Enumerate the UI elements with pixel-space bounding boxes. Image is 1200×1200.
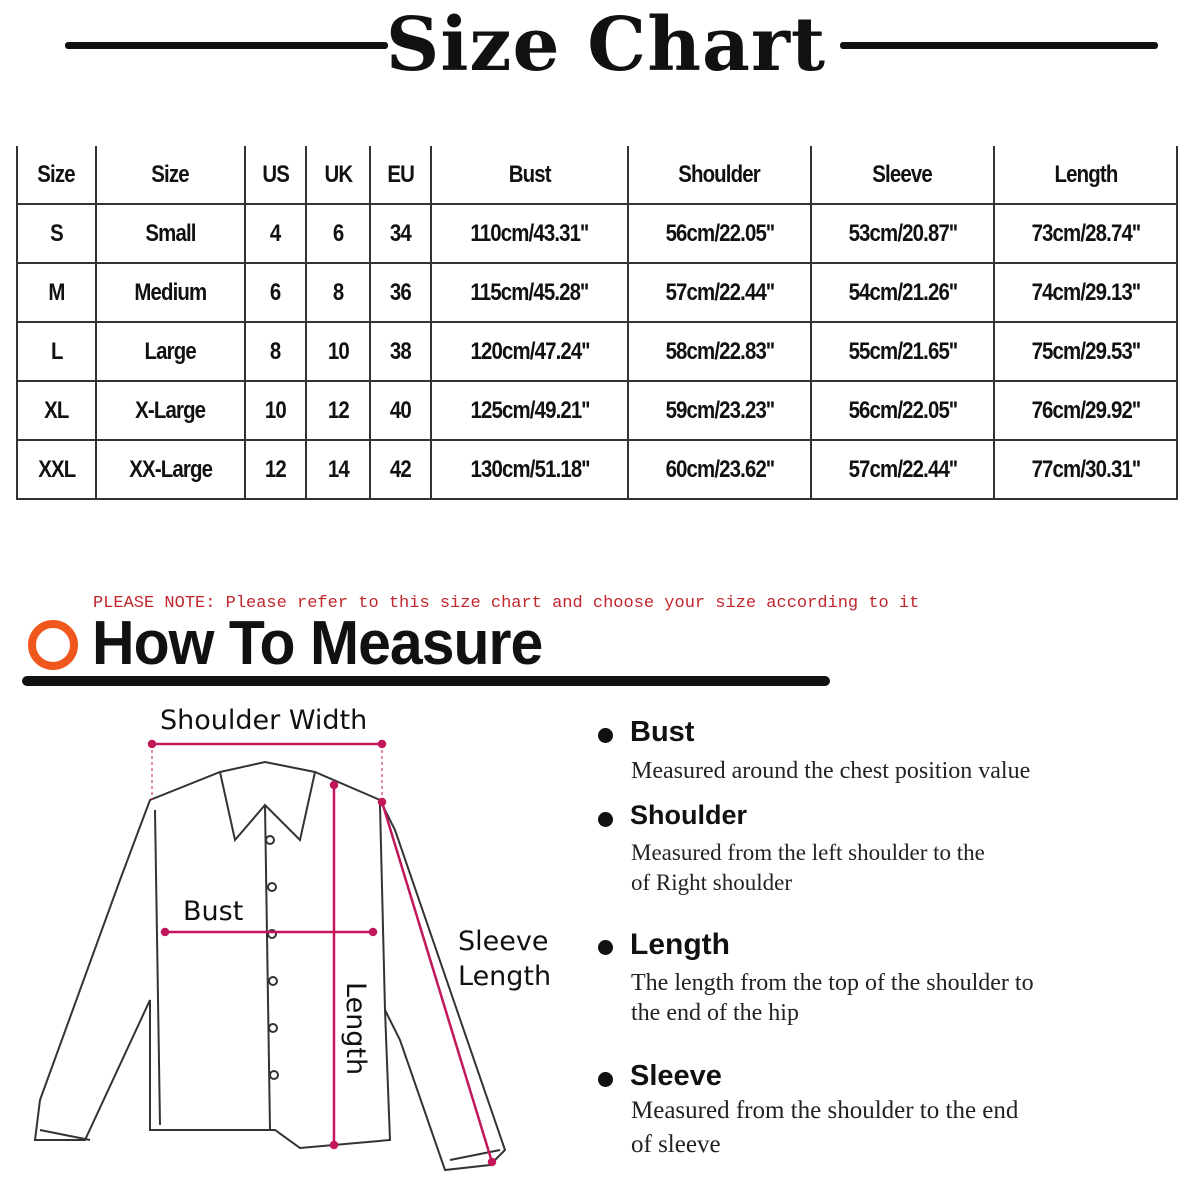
table-cell: 6 [244, 262, 307, 323]
shirt-buttons [265, 835, 279, 1080]
bullet-icon [598, 812, 613, 827]
table-cell: 10 [305, 321, 371, 382]
header-cell: Size [95, 146, 246, 205]
table-cell: XXL [16, 439, 97, 500]
measure-title: Shoulder [630, 800, 748, 830]
table-cell: 120cm/47.24'' [430, 321, 629, 382]
shoulder-width-label: Shoulder Width [160, 705, 367, 736]
measure-lines [147, 739, 497, 1167]
table-cell: L [16, 321, 97, 382]
shirt-outline [33, 760, 507, 1172]
table-cell: 12 [305, 380, 371, 441]
measure-desc: The length from the top of the shoulder … [631, 970, 1034, 1026]
measure-title: Length [630, 928, 730, 961]
table-cell: 57cm/22.44'' [627, 262, 812, 323]
table-cell: 75cm/29.53'' [993, 321, 1178, 382]
header-cell: Size [16, 146, 97, 205]
table-cell: 8 [305, 262, 371, 323]
table-cell: 12 [244, 439, 307, 500]
table-cell: 54cm/21.26'' [810, 262, 995, 323]
table-cell: 8 [244, 321, 307, 382]
measure-desc: Measured from the left shoulder to the of… [631, 840, 985, 895]
table-cell: 38 [369, 321, 432, 382]
table-cell: 6 [305, 203, 371, 264]
sleeve-length-label: Length [458, 961, 551, 992]
table-cell: 53cm/20.87'' [810, 203, 995, 264]
table-cell: 59cm/23.23'' [627, 380, 812, 441]
table-cell: 34 [369, 203, 432, 264]
table-cell: 42 [369, 439, 432, 500]
table-cell: Small [95, 203, 246, 264]
table-cell: 125cm/49.21'' [430, 380, 629, 441]
header-cell: UK [305, 146, 371, 205]
table-cell: 76cm/29.92'' [993, 380, 1178, 441]
sleeve-line [380, 801, 494, 1163]
header-cell: Length [993, 146, 1178, 205]
table-cell: 130cm/51.18'' [430, 439, 629, 500]
table-row: M Medium 6 8 36 115cm/45.28'' 57cm/22.44'' 54cm… [16, 262, 1178, 323]
measure-title: Sleeve [630, 1060, 722, 1092]
measure-desc: Measured from the shoulder to the end of … [631, 1097, 1019, 1158]
bust-label: Bust [183, 896, 243, 927]
bullet-icon [598, 940, 613, 955]
guide-lines [151, 744, 383, 800]
table-cell: 40 [369, 380, 432, 441]
table-cell: S [16, 203, 97, 264]
table-cell: 58cm/22.83'' [627, 321, 812, 382]
header-cell: Shoulder [627, 146, 812, 205]
title-banner: Size Chart [0, 0, 1200, 100]
table-cell: 10 [244, 380, 307, 441]
page-title: Size Chart [385, 2, 827, 88]
table-cell: XX-Large [95, 439, 246, 500]
table-row: L Large 8 10 38 120cm/47.24'' 58cm/22.83'' 55cm… [16, 321, 1178, 382]
circle-bullet-icon [28, 620, 78, 670]
please-note: PLEASE NOTE: Please refer to this size c… [93, 594, 920, 613]
header-cell: Sleeve [810, 146, 995, 205]
table-cell: XL [16, 380, 97, 441]
table-cell: 14 [305, 439, 371, 500]
table-header-row: Size Size US UK EU Bust Shoulder Sleeve … [16, 146, 1178, 205]
measure-desc: Measured around the chest position value [631, 758, 1031, 784]
table-cell: 115cm/45.28'' [430, 262, 629, 323]
table-row: XL X-Large 10 12 40 125cm/49.21'' 59cm/23.23''… [16, 380, 1178, 441]
table-cell: 77cm/30.31'' [993, 439, 1178, 500]
table-row: XXL XX-Large 12 14 42 130cm/51.18'' 60cm/23.62… [16, 439, 1178, 500]
table-row: S Small 4 6 34 110cm/43.31'' 56cm/22.05'' 53cm/… [16, 203, 1178, 264]
section-rule [22, 676, 830, 686]
header-cell: US [244, 146, 307, 205]
header-cell: Bust [430, 146, 629, 205]
table-cell: 56cm/22.05'' [810, 380, 995, 441]
title-rule-left [65, 42, 388, 49]
table-cell: X-Large [95, 380, 246, 441]
shirt-diagram: Shoulder Width Bust Sleeve Length Length [33, 705, 551, 1172]
table-cell: 55cm/21.65'' [810, 321, 995, 382]
bullet-icon [598, 1072, 613, 1087]
size-table: Size Size US UK EU Bust Shoulder Sleeve … [16, 146, 1178, 500]
table-cell: 4 [244, 203, 307, 264]
table-cell: 36 [369, 262, 432, 323]
length-label: Length [340, 982, 371, 1075]
table-cell: Large [95, 321, 246, 382]
header-cell: EU [369, 146, 432, 205]
measure-title: Bust [630, 716, 695, 748]
table-cell: 73cm/28.74'' [993, 203, 1178, 264]
table-cell: M [16, 262, 97, 323]
section-title: How To Measure [92, 609, 543, 678]
title-rule-right [840, 42, 1158, 49]
table-cell: Medium [95, 262, 246, 323]
table-cell: 110cm/43.31'' [430, 203, 629, 264]
sleeve-label: Sleeve [458, 926, 548, 957]
table-cell: 56cm/22.05'' [627, 203, 812, 264]
table-cell: 74cm/29.13'' [993, 262, 1178, 323]
bullet-icon [598, 728, 613, 743]
table-cell: 57cm/22.44'' [810, 439, 995, 500]
table-cell: 60cm/23.62'' [627, 439, 812, 500]
